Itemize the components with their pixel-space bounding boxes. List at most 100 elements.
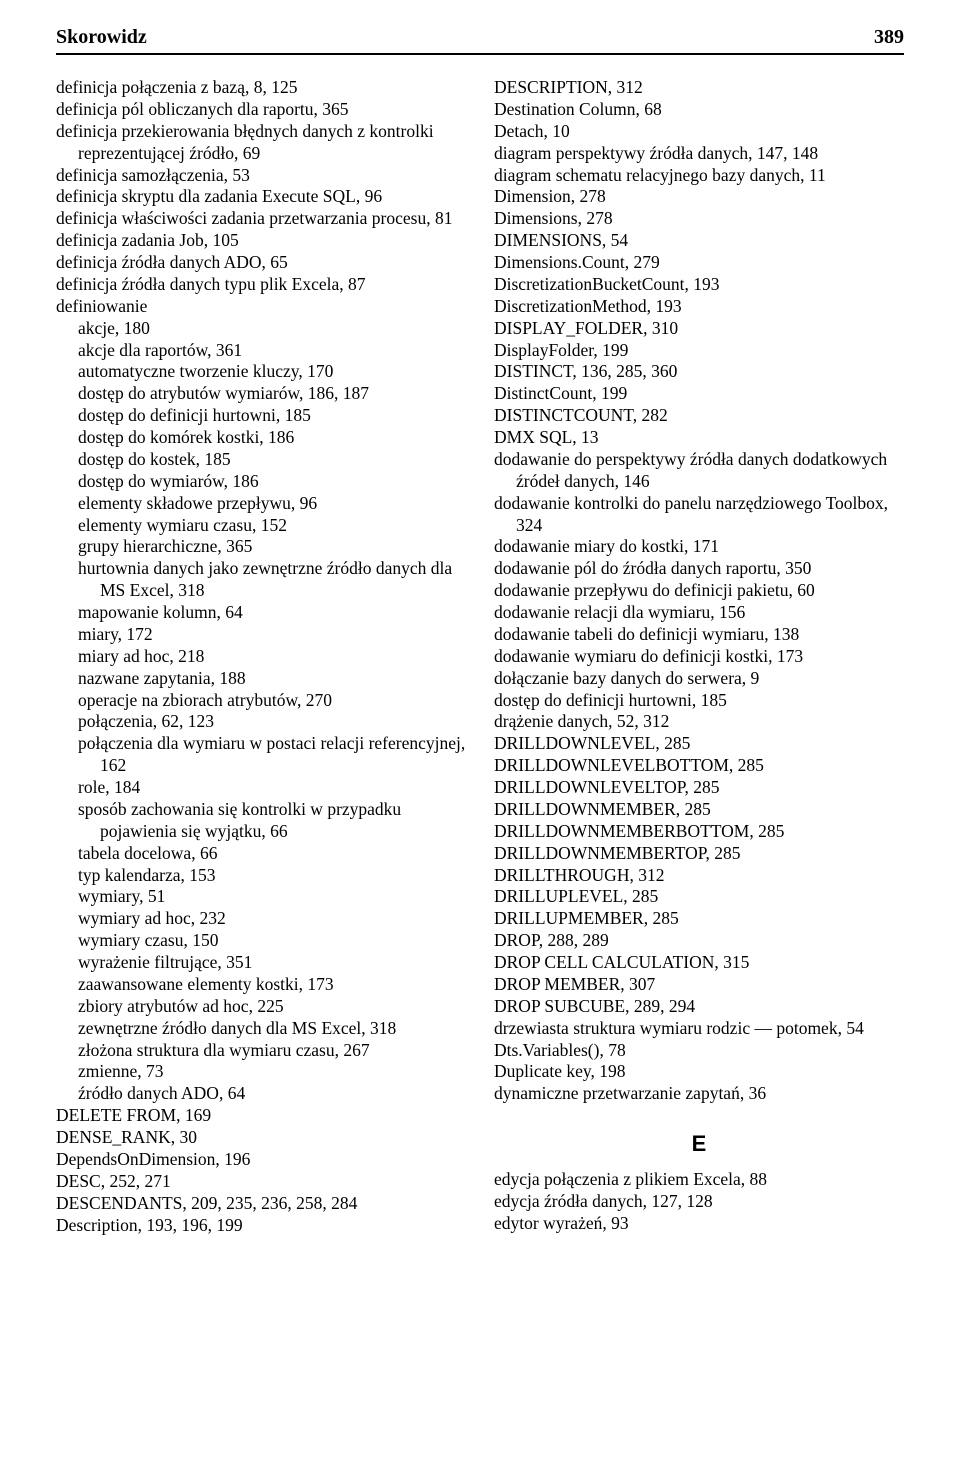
index-page: Skorowidz 389 definicja połączenia z baz… [0,0,960,1276]
index-entry: DROP, 288, 289 [494,930,904,952]
index-entry: dodawanie kontrolki do panelu narzędziow… [494,493,904,537]
index-entry: Duplicate key, 198 [494,1061,904,1083]
index-entry: DIMENSIONS, 54 [494,230,904,252]
index-entry: diagram schematu relacyjnego bazy danych… [494,165,904,187]
index-entry: połączenia, 62, 123 [56,711,466,733]
index-entry: tabela docelowa, 66 [56,843,466,865]
index-entry: DRILLDOWNLEVELTOP, 285 [494,777,904,799]
index-entry: edycja źródła danych, 127, 128 [494,1191,904,1213]
index-entry: dostęp do atrybutów wymiarów, 186, 187 [56,383,466,405]
index-entry: definicja samozłączenia, 53 [56,165,466,187]
index-entry: definicja pól obliczanych dla raportu, 3… [56,99,466,121]
index-entry: DMX SQL, 13 [494,427,904,449]
index-entry: Dimension, 278 [494,186,904,208]
index-entry: elementy wymiaru czasu, 152 [56,515,466,537]
index-entry: dodawanie do perspektywy źródła danych d… [494,449,904,493]
index-entry: dołączanie bazy danych do serwera, 9 [494,668,904,690]
index-entry: definicja właściwości zadania przetwarza… [56,208,466,230]
index-entry: definicja zadania Job, 105 [56,230,466,252]
index-entry: DRILLDOWNMEMBERTOP, 285 [494,843,904,865]
index-entry: DRILLDOWNMEMBERBOTTOM, 285 [494,821,904,843]
index-entry: definiowanie [56,296,466,318]
index-entry: nazwane zapytania, 188 [56,668,466,690]
index-entry: dostęp do definicji hurtowni, 185 [56,405,466,427]
index-entry: zmienne, 73 [56,1061,466,1083]
index-entry: Destination Column, 68 [494,99,904,121]
index-entry: sposób zachowania się kontrolki w przypa… [56,799,466,843]
index-entry: dynamiczne przetwarzanie zapytań, 36 [494,1083,904,1105]
index-entry: wyrażenie filtrujące, 351 [56,952,466,974]
index-entry: definicja skryptu dla zadania Execute SQ… [56,186,466,208]
index-entry: typ kalendarza, 153 [56,865,466,887]
index-entry: drzewiasta struktura wymiaru rodzic — po… [494,1018,904,1040]
index-entry: DESCENDANTS, 209, 235, 236, 258, 284 [56,1193,466,1215]
index-entry: Dimensions, 278 [494,208,904,230]
right-column: DESCRIPTION, 312Destination Column, 68De… [494,77,904,1236]
index-entry: Description, 193, 196, 199 [56,1215,466,1237]
index-entry: Detach, 10 [494,121,904,143]
index-entry: DRILLDOWNMEMBER, 285 [494,799,904,821]
index-entry: DESC, 252, 271 [56,1171,466,1193]
index-entry: hurtownia danych jako zewnętrzne źródło … [56,558,466,602]
index-entry: DRILLTHROUGH, 312 [494,865,904,887]
index-entry: DRILLDOWNLEVELBOTTOM, 285 [494,755,904,777]
index-entry: akcje, 180 [56,318,466,340]
section-letter-e: E [494,1131,904,1157]
index-entry: dodawanie pól do źródła danych raportu, … [494,558,904,580]
index-entry: miary ad hoc, 218 [56,646,466,668]
index-entry: DRILLUPLEVEL, 285 [494,886,904,908]
index-entry: DROP CELL CALCULATION, 315 [494,952,904,974]
index-entry: dostęp do wymiarów, 186 [56,471,466,493]
index-entry: DROP SUBCUBE, 289, 294 [494,996,904,1018]
index-entry: dostęp do kostek, 185 [56,449,466,471]
header-title: Skorowidz [56,26,147,49]
index-entry: DROP MEMBER, 307 [494,974,904,996]
index-entry: dodawanie relacji dla wymiaru, 156 [494,602,904,624]
index-entry: dodawanie wymiaru do definicji kostki, 1… [494,646,904,668]
header-page-number: 389 [874,26,904,49]
index-entry: DistinctCount, 199 [494,383,904,405]
index-entry: DisplayFolder, 199 [494,340,904,362]
index-entry: połączenia dla wymiaru w postaci relacji… [56,733,466,777]
index-entry: Dts.Variables(), 78 [494,1040,904,1062]
index-entry: wymiary ad hoc, 232 [56,908,466,930]
index-entry: definicja przekierowania błędnych danych… [56,121,466,165]
index-entry: złożona struktura dla wymiaru czasu, 267 [56,1040,466,1062]
index-entry: edytor wyrażeń, 93 [494,1213,904,1235]
index-entry: DENSE_RANK, 30 [56,1127,466,1149]
index-entry: źródło danych ADO, 64 [56,1083,466,1105]
index-entry: zbiory atrybutów ad hoc, 225 [56,996,466,1018]
index-entry: DRILLUPMEMBER, 285 [494,908,904,930]
index-entry: DISTINCTCOUNT, 282 [494,405,904,427]
index-entry: Dimensions.Count, 279 [494,252,904,274]
index-entry: elementy składowe przepływu, 96 [56,493,466,515]
index-entry: miary, 172 [56,624,466,646]
left-column: definicja połączenia z bazą, 8, 125defin… [56,77,466,1236]
index-entry: dodawanie przepływu do definicji pakietu… [494,580,904,602]
index-entry: zaawansowane elementy kostki, 173 [56,974,466,996]
index-entry: grupy hierarchiczne, 365 [56,536,466,558]
page-header: Skorowidz 389 [56,26,904,55]
index-entry: drążenie danych, 52, 312 [494,711,904,733]
index-entry: DELETE FROM, 169 [56,1105,466,1127]
index-entry: DependsOnDimension, 196 [56,1149,466,1171]
index-entry: DISTINCT, 136, 285, 360 [494,361,904,383]
index-entry: akcje dla raportów, 361 [56,340,466,362]
index-entry: DISPLAY_FOLDER, 310 [494,318,904,340]
index-entry: wymiary, 51 [56,886,466,908]
index-entry: role, 184 [56,777,466,799]
index-entry: dostęp do definicji hurtowni, 185 [494,690,904,712]
index-entry: diagram perspektywy źródła danych, 147, … [494,143,904,165]
index-entry: operacje na zbiorach atrybutów, 270 [56,690,466,712]
index-entry: DiscretizationMethod, 193 [494,296,904,318]
index-entry: automatyczne tworzenie kluczy, 170 [56,361,466,383]
index-entry: dodawanie miary do kostki, 171 [494,536,904,558]
index-entry: definicja połączenia z bazą, 8, 125 [56,77,466,99]
index-entry: dostęp do komórek kostki, 186 [56,427,466,449]
index-entry: mapowanie kolumn, 64 [56,602,466,624]
index-entry: edycja połączenia z plikiem Excela, 88 [494,1169,904,1191]
index-entry: dodawanie tabeli do definicji wymiaru, 1… [494,624,904,646]
index-entry: DESCRIPTION, 312 [494,77,904,99]
index-entry: zewnętrzne źródło danych dla MS Excel, 3… [56,1018,466,1040]
index-entry: wymiary czasu, 150 [56,930,466,952]
